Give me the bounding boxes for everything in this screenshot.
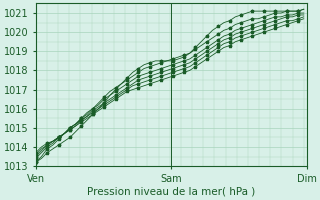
X-axis label: Pression niveau de la mer( hPa ): Pression niveau de la mer( hPa ) xyxy=(87,187,255,197)
